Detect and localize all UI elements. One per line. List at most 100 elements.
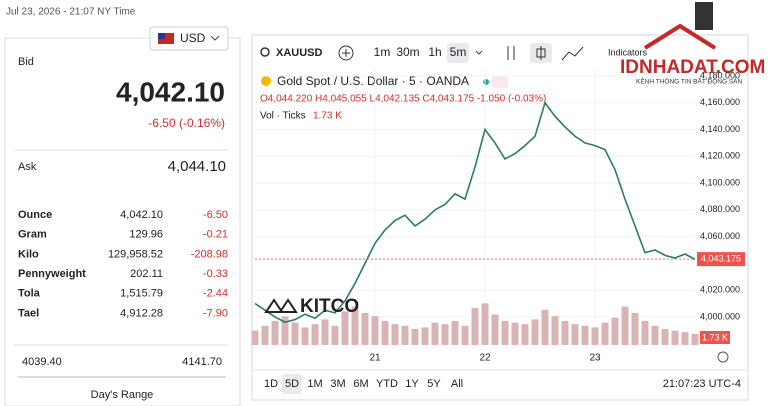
- metal-unit: Tola: [18, 288, 41, 300]
- range-button[interactable]: 1D: [264, 378, 278, 390]
- last-price-label: 4,043.175: [701, 253, 741, 263]
- volume-bar: [621, 306, 629, 345]
- volume-bar: [441, 324, 449, 345]
- metal-change: -0.21: [203, 229, 228, 241]
- metal-price: 1,515.79: [120, 288, 163, 300]
- metal-unit: Gram: [18, 229, 47, 241]
- compare-icon[interactable]: [507, 46, 515, 60]
- flag-canton: [158, 33, 165, 39]
- interval[interactable]: 30m: [396, 45, 419, 59]
- watermark: KITCO: [300, 296, 359, 317]
- y-tick-label: 4,060.000: [700, 231, 740, 241]
- x-tick-label: 23: [589, 353, 601, 364]
- status-badge: [492, 76, 508, 88]
- last-price-tag: [697, 252, 745, 267]
- add-icon[interactable]: [338, 45, 354, 61]
- range-active: [282, 374, 302, 394]
- metal-change: -2.44: [203, 288, 228, 300]
- volume-bar: [571, 324, 579, 345]
- indicators[interactable]: Indicators: [608, 47, 648, 57]
- volume-tag: [700, 331, 730, 344]
- currency: USD: [180, 31, 206, 45]
- volume-bar: [331, 325, 339, 345]
- volume-bar: [391, 324, 399, 345]
- volume-bar: [351, 306, 359, 345]
- metal-unit: Pennyweight: [18, 268, 86, 280]
- bid-label: Bid: [18, 56, 34, 68]
- range-button[interactable]: 6M: [353, 378, 368, 390]
- search-icon[interactable]: [260, 47, 270, 57]
- metal-change: -208.98: [191, 248, 228, 260]
- interval[interactable]: 1h: [428, 45, 441, 59]
- y-tick-label: 4,180.000: [700, 70, 740, 80]
- interval[interactable]: 5m: [450, 45, 467, 59]
- range-button[interactable]: 5D: [285, 378, 299, 390]
- volume-bar: [361, 313, 369, 345]
- volume-bar: [661, 329, 669, 345]
- add-plus: [342, 49, 350, 57]
- metal-price: 4,042.10: [120, 209, 163, 221]
- x-tick-label: 22: [479, 353, 491, 364]
- range-label: Day's Range: [91, 389, 154, 401]
- instrument: Gold Spot / U.S. Dollar · 5 · OANDA: [277, 74, 469, 88]
- area-icon[interactable]: [561, 46, 584, 61]
- status-dot: [483, 79, 489, 85]
- ohlc: O4,044.220 H4,045.055 L4,042.135 C4,043.…: [260, 94, 546, 105]
- range-button[interactable]: 1Y: [405, 378, 419, 390]
- volume-bar: [651, 325, 659, 345]
- volume-bar: [411, 329, 419, 345]
- volume-bar: [451, 321, 459, 345]
- volume-bar: [401, 325, 409, 345]
- volume-bar: [371, 316, 379, 345]
- bid: 4,042.10: [116, 76, 225, 107]
- volume-bar: [491, 314, 499, 345]
- metal-price: 4,912.28: [120, 307, 163, 319]
- volume-bar: [461, 325, 469, 345]
- volume-bar: [551, 316, 559, 345]
- volume-bar: [691, 333, 699, 345]
- volume-bar: [301, 327, 309, 345]
- volume-bar: [671, 330, 679, 345]
- range-button[interactable]: All: [451, 378, 463, 390]
- volume-label: Vol · Ticks: [260, 111, 306, 122]
- metal-change: -0.33: [203, 268, 228, 280]
- logo-roof: [643, 23, 717, 50]
- volume-bar: [341, 311, 349, 345]
- volume-bar: [501, 321, 509, 345]
- y-tick-label: 4,160.000: [700, 97, 740, 107]
- chevron[interactable]: [475, 50, 483, 55]
- volume-value: 1.73 K: [313, 111, 342, 122]
- y-tick-label: 4,080.000: [700, 204, 740, 214]
- volume-bar: [591, 327, 599, 345]
- range-button[interactable]: 5Y: [427, 378, 441, 390]
- range-high: 4141.70: [182, 356, 222, 368]
- range-button[interactable]: 3M: [330, 378, 345, 390]
- price-line: [254, 101, 696, 324]
- volume-bar: [251, 330, 259, 345]
- logo-name: IDNHADAT.COM: [620, 57, 765, 78]
- metal-change: -6.50: [203, 209, 228, 221]
- range-button[interactable]: YTD: [376, 378, 398, 390]
- volume-bar: [521, 324, 529, 345]
- volume-bar: [481, 303, 489, 345]
- settings-icon[interactable]: [717, 351, 729, 363]
- range-button[interactable]: 1M: [307, 378, 322, 390]
- metal-price: 129.96: [129, 229, 163, 241]
- watermark-icon: [264, 298, 298, 313]
- volume-bar: [581, 325, 589, 345]
- timestamp: Jul 23, 2026 - 21:07 NY Time: [6, 7, 136, 18]
- symbol[interactable]: XAUUSD: [276, 47, 323, 59]
- metal-unit: Ounce: [18, 209, 52, 221]
- volume-bar: [431, 322, 439, 345]
- volume-bar: [281, 316, 289, 345]
- interval[interactable]: 1m: [374, 45, 391, 59]
- volume-bar: [541, 309, 549, 345]
- volume-bar: [611, 317, 619, 345]
- volume-bar: [511, 322, 519, 345]
- volume-tag-label: 1.73 K: [702, 332, 728, 342]
- volume-bar: [381, 321, 389, 345]
- currency-select[interactable]: [149, 26, 229, 51]
- interval-active: [447, 43, 469, 63]
- volume-bar: [471, 308, 479, 345]
